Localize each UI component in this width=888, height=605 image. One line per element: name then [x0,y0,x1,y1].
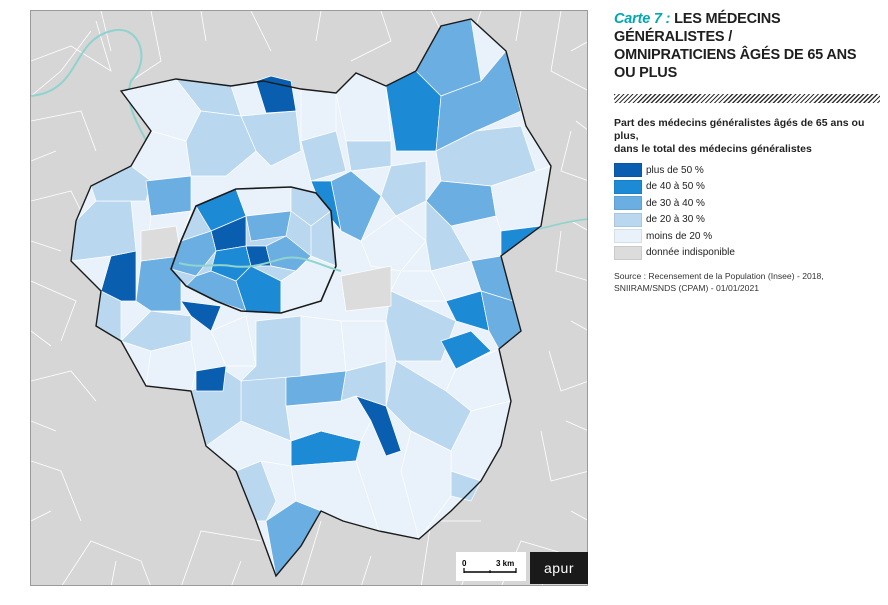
legend-title: Part des médecins généralistes âgés de 6… [614,117,880,156]
legend-swatch [614,245,642,260]
legend-title-line-1: Part des médecins généralistes âgés de 6… [614,117,865,142]
map-title-line-2: OMNIPRATICIENS ÂGÉS DE 65 ANS [614,47,857,63]
legend-item: de 20 à 30 % [614,212,880,229]
source-line-2: SNIIRAM/SNDS (CPAM) - 01/01/2021 [614,283,760,293]
legend-swatch [614,163,642,178]
legend-item: donnée indisponible [614,245,880,262]
legend-swatch [614,196,642,211]
legend-item: plus de 50 % [614,162,880,179]
legend-item: moins de 20 % [614,228,880,245]
scale-zero-label: 0 [462,559,467,568]
source-note: Source : Recensement de la Population (I… [614,270,880,294]
source-line-1: Source : Recensement de la Population (I… [614,271,824,281]
river-seine-paris [178,256,342,272]
legend-label: de 20 à 30 % [646,214,705,226]
map[interactable] [30,10,588,586]
map-canvas [31,11,587,585]
map-title-line-3: OU PLUS [614,65,678,81]
legend-label: plus de 50 % [646,164,704,176]
map-title-line-1: Carte 7 : LES MÉDECINS GÉNÉRALISTES / [614,10,880,46]
legend-swatch [614,212,642,227]
study-area-border [70,18,552,578]
map-title-prefix: Carte 7 : [614,11,671,27]
scale-bar-graphic: 0 3 km [462,559,517,573]
legend-swatch [614,229,642,244]
legend: plus de 50 % de 40 à 50 % de 30 à 40 % d… [614,162,880,261]
paris-border [170,186,337,314]
outer-commune-borders [31,11,587,585]
apur-logo: apur [530,552,588,584]
paris-arrondissements [170,186,337,314]
legend-label: donnée indisponible [646,247,735,259]
legend-item: de 30 à 40 % [614,195,880,212]
scale-distance-label: 3 km [496,559,514,568]
legend-panel: Carte 7 : LES MÉDECINS GÉNÉRALISTES / OM… [614,10,880,294]
logo-text: apur [543,560,575,576]
legend-label: de 30 à 40 % [646,197,705,209]
hatched-divider [614,94,880,103]
map-title-line-1-text: LES MÉDECINS GÉNÉRALISTES / [614,11,781,45]
legend-item: de 40 à 50 % [614,179,880,196]
legend-title-line-2: dans le total des médecins généralistes [614,143,812,155]
scale-bar: 0 3 km [456,552,526,581]
legend-label: moins de 20 % [646,230,713,242]
legend-swatch [614,179,642,194]
legend-label: de 40 à 50 % [646,181,705,193]
